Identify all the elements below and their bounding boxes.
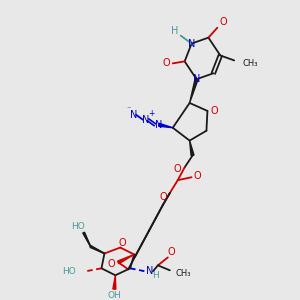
Text: HO: HO — [62, 267, 76, 276]
Text: OH: OH — [107, 291, 121, 300]
Polygon shape — [190, 141, 194, 156]
Text: +: + — [148, 110, 154, 118]
Text: ⁻: ⁻ — [126, 104, 130, 113]
Text: N: N — [146, 266, 154, 276]
Text: N: N — [193, 74, 200, 84]
Text: N: N — [142, 115, 150, 125]
Text: HO: HO — [71, 222, 85, 231]
Text: N: N — [130, 110, 138, 120]
Text: H: H — [153, 271, 159, 280]
Text: H: H — [171, 26, 178, 36]
Polygon shape — [190, 79, 198, 103]
Text: O: O — [174, 164, 182, 174]
Text: O: O — [118, 238, 126, 248]
Text: N: N — [188, 39, 195, 49]
Polygon shape — [113, 275, 116, 289]
Text: O: O — [162, 58, 170, 68]
Text: O: O — [108, 260, 115, 269]
Text: O: O — [159, 192, 167, 202]
Polygon shape — [90, 246, 104, 254]
Text: CH₃: CH₃ — [176, 269, 191, 278]
Text: N: N — [155, 120, 163, 130]
Text: O: O — [168, 248, 176, 257]
Polygon shape — [118, 254, 134, 264]
Text: O: O — [194, 171, 201, 181]
Text: CH₃: CH₃ — [242, 59, 258, 68]
Polygon shape — [83, 232, 91, 247]
Text: O: O — [211, 106, 218, 116]
Text: O: O — [220, 17, 227, 27]
Polygon shape — [159, 123, 173, 128]
